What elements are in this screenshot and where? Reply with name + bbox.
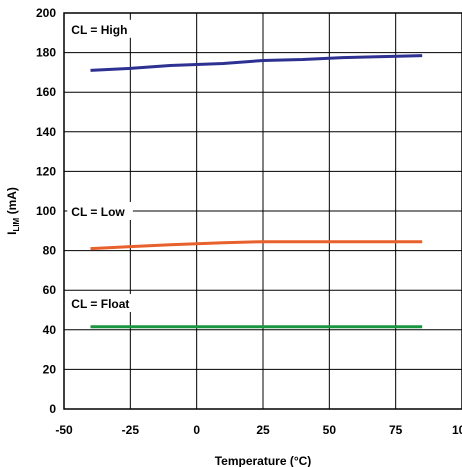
x-tick-label: -25 bbox=[122, 423, 140, 437]
y-axis-title-main: I bbox=[5, 232, 19, 235]
y-tick-label: 80 bbox=[43, 244, 57, 258]
y-tick-label: 200 bbox=[36, 6, 56, 20]
y-tick-label: 60 bbox=[43, 283, 57, 297]
series-annotation: CL = Low bbox=[71, 205, 125, 219]
series-annotation: CL = Float bbox=[71, 297, 129, 311]
series-annotation: CL = High bbox=[71, 23, 127, 37]
y-tick-label: 0 bbox=[49, 402, 56, 416]
x-tick-label: 75 bbox=[389, 423, 403, 437]
y-tick-label: 100 bbox=[36, 204, 56, 218]
x-tick-label: 100 bbox=[452, 423, 462, 437]
series-line bbox=[90, 54, 423, 72]
x-tick-label: 0 bbox=[193, 423, 200, 437]
y-tick-labels: 0 20 40 60 80 100 120 140 160 180 200 bbox=[36, 6, 56, 416]
annotations: CL = High CL = Low CL = Float bbox=[67, 19, 148, 313]
y-tick-label: 40 bbox=[43, 323, 57, 337]
x-axis-title: Temperature (°C) bbox=[215, 454, 312, 467]
axes bbox=[63, 12, 462, 410]
y-tick-label: 20 bbox=[43, 362, 57, 376]
y-tick-label: 140 bbox=[36, 125, 56, 139]
annotation-background bbox=[67, 294, 148, 313]
x-tick-labels: -50 -25 0 25 50 75 100 bbox=[55, 423, 462, 437]
y-tick-label: 180 bbox=[36, 46, 56, 60]
series-lines bbox=[90, 54, 423, 329]
y-axis-title-suffix: (mA) bbox=[5, 187, 19, 218]
x-tick-label: -50 bbox=[55, 423, 73, 437]
x-tick-label: 50 bbox=[323, 423, 337, 437]
y-tick-label: 120 bbox=[36, 164, 56, 178]
series-line bbox=[90, 240, 423, 251]
y-axis-title: ILIM (mA) bbox=[5, 187, 21, 235]
annotation-background bbox=[67, 201, 133, 220]
y-axis-title-sub: LIM bbox=[12, 217, 21, 231]
annotation-background bbox=[67, 19, 141, 38]
plot-frame bbox=[63, 12, 462, 410]
y-tick-label: 160 bbox=[36, 85, 56, 99]
x-tick-label: 25 bbox=[256, 423, 270, 437]
